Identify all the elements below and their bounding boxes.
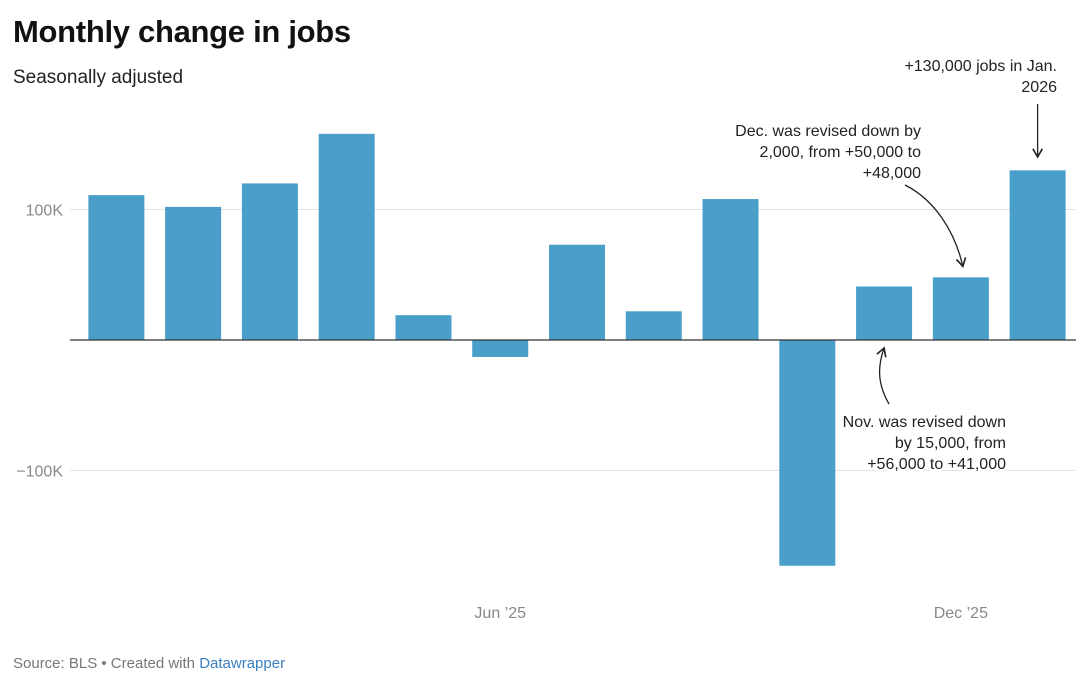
bar-9 [779,340,836,566]
chart-subtitle: Seasonally adjusted [13,67,184,88]
bar-5 [472,340,529,357]
bar-6 [549,244,605,340]
source-text: Source: BLS • Created with [13,655,200,672]
datawrapper-link[interactable]: Datawrapper [199,655,286,672]
annotation-dec-2025: Dec. was revised down by 2,000, from +50,… [735,123,921,182]
annotation-arrow-dec [904,184,967,268]
x-tick-label-0: Jun ’25 [474,605,526,622]
y-tick-label-0: 100K [26,203,64,220]
chart-footer: Source: BLS • Created with Datawrapper [13,655,285,672]
bar-4 [395,315,452,340]
annotation-arrow-nov [876,346,890,405]
bar-10 [856,286,913,340]
y-tick-label-1: −100K [16,464,63,481]
bar-8 [702,199,759,340]
annotation-nov-2025: Nov. was revised down by 15,000, from +56,… [843,414,1006,473]
annotation-jan-2026: +130,000 jobs in Jan. 2026 [904,58,1057,96]
bar-11 [932,277,989,340]
bar-12 [1009,170,1066,340]
x-tick-label-1: Dec ’25 [934,605,988,622]
bar-3 [318,133,375,340]
bar-0 [88,195,145,340]
bar-2 [241,183,298,340]
bar-7 [625,311,682,340]
bar-1 [165,206,222,340]
chart-title: Monthly change in jobs [13,14,351,49]
